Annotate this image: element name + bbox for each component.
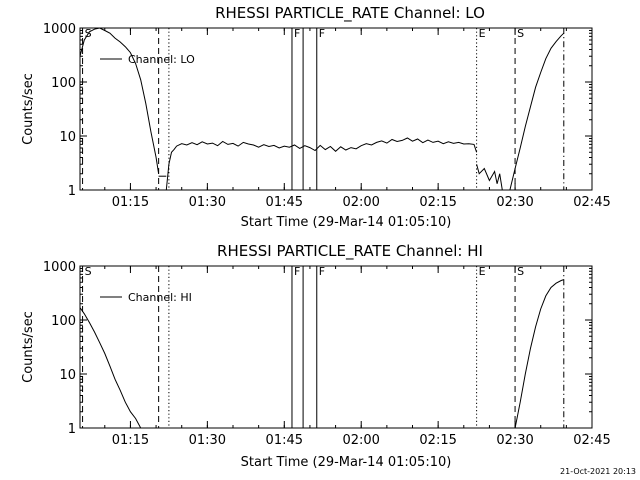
series-line <box>80 307 142 428</box>
x-tick-label: 01:30 <box>189 433 226 448</box>
series-line <box>509 32 565 190</box>
event-marker-label: E <box>479 265 486 278</box>
y-tick-label: 100 <box>51 314 76 329</box>
x-tick-label: 01:15 <box>112 195 149 210</box>
event-marker-label: F <box>294 27 300 40</box>
x-tick-label: 02:15 <box>419 195 456 210</box>
y-tick-label: 1 <box>68 422 76 437</box>
generation-timestamp: 21-Oct-2021 20:13 <box>560 467 636 476</box>
event-marker-label: F <box>294 265 300 278</box>
chart-title: RHESSI PARTICLE_RATE Channel: LO <box>215 4 485 23</box>
x-tick-label: 01:45 <box>266 433 303 448</box>
y-tick-label: 1000 <box>43 22 76 37</box>
x-tick-label: 02:30 <box>496 195 533 210</box>
legend-label: Channel: HI <box>128 291 192 304</box>
event-marker-label: S <box>517 27 524 40</box>
series-line <box>476 164 503 190</box>
y-tick-label: 1 <box>68 184 76 199</box>
series-line <box>514 279 564 428</box>
y-axis-label: Counts/sec <box>21 73 36 145</box>
event-marker-label: F <box>319 27 325 40</box>
chart-panel-lo: RHESSI PARTICLE_RATE Channel: LO Counts/… <box>21 4 611 230</box>
x-tick-label: 02:30 <box>496 433 533 448</box>
x-axis-label: Start Time (29-Mar-14 01:05:10) <box>241 215 452 230</box>
event-marker-label: S <box>517 265 524 278</box>
x-tick-label: 02:15 <box>419 433 456 448</box>
y-tick-label: 10 <box>59 368 76 383</box>
series-line <box>80 28 160 174</box>
chart-panel-hi: RHESSI PARTICLE_RATE Channel: HI Counts/… <box>21 242 611 470</box>
x-tick-label: 02:45 <box>573 195 610 210</box>
x-axis-label: Start Time (29-Mar-14 01:05:10) <box>241 455 452 470</box>
y-tick-label: 10 <box>59 130 76 145</box>
x-tick-label: 01:30 <box>189 195 226 210</box>
y-axis-label: Counts/sec <box>21 311 36 383</box>
x-tick-label: 02:00 <box>342 195 379 210</box>
event-marker-label: F <box>319 265 325 278</box>
x-tick-label: 01:45 <box>266 195 303 210</box>
event-marker-label: S <box>85 265 92 278</box>
x-tick-label: 02:45 <box>573 433 610 448</box>
x-tick-label: 02:00 <box>342 433 379 448</box>
legend-label: Channel: LO <box>128 53 195 66</box>
y-tick-label: 1000 <box>43 260 76 275</box>
y-tick-label: 100 <box>51 76 76 91</box>
chart-title: RHESSI PARTICLE_RATE Channel: HI <box>217 242 483 261</box>
x-tick-label: 01:15 <box>112 433 149 448</box>
series-line <box>165 137 478 190</box>
event-marker-label: E <box>479 27 486 40</box>
